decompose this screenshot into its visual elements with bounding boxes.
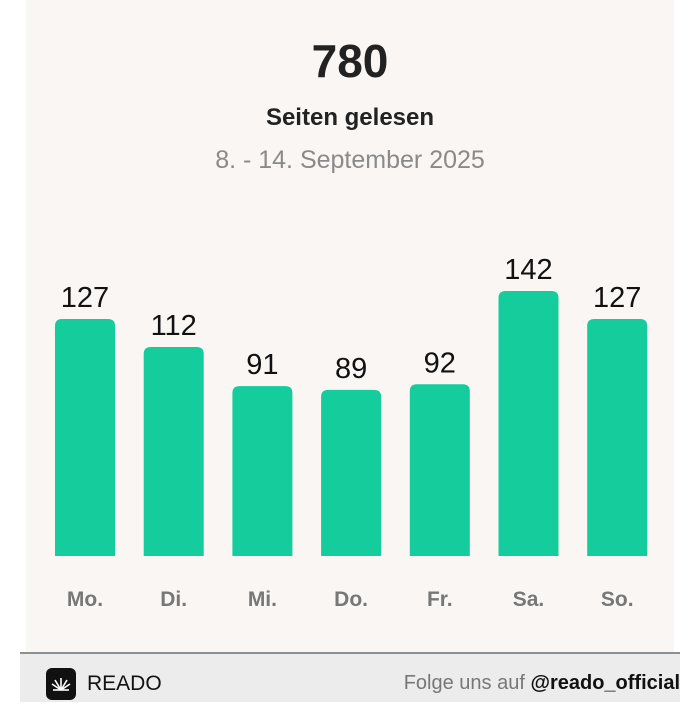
footer: READO Folge uns auf @reado_official: [20, 652, 680, 702]
day-label: Mi.: [248, 588, 277, 611]
bar-chart: 127 Mo. 112 Di. 91 Mi. 89 Do. 92 Fr. 142 Sa. 127 So.: [55, 254, 648, 611]
bar-1: [143, 346, 204, 556]
day-label: Do.: [334, 588, 368, 611]
total-pages: 780: [311, 35, 389, 87]
bar-5: [498, 291, 559, 556]
bar-value-label: 142: [504, 254, 552, 286]
bar-3: [321, 389, 382, 556]
brand-name: READO: [87, 672, 162, 695]
bar-value-label: 127: [61, 282, 109, 314]
day-label: Di.: [160, 588, 187, 611]
bar-value-label: 91: [246, 349, 278, 381]
day-label: Mo.: [67, 588, 103, 611]
bar-4: [409, 384, 470, 556]
bar-value-label: 112: [151, 310, 197, 342]
day-label: Fr.: [427, 588, 453, 611]
bar-value-label: 89: [335, 353, 367, 385]
social-handle[interactable]: @reado_official: [530, 672, 680, 694]
follow-prefix: Folge uns auf: [403, 672, 525, 694]
bar-0: [55, 318, 115, 556]
bar-2: [232, 386, 293, 556]
bar-value-label: 127: [593, 282, 641, 314]
day-label: Sa.: [513, 588, 545, 611]
day-label: So.: [601, 588, 634, 611]
date-range: 8. - 14. September 2025: [215, 146, 485, 174]
chart-subtitle: Seiten gelesen: [265, 104, 435, 131]
social-follow: Folge uns auf @reado_official: [404, 672, 680, 695]
bar-6: [587, 318, 648, 556]
reado-logo-icon: [46, 668, 76, 700]
bar-value-label: 92: [424, 347, 456, 379]
